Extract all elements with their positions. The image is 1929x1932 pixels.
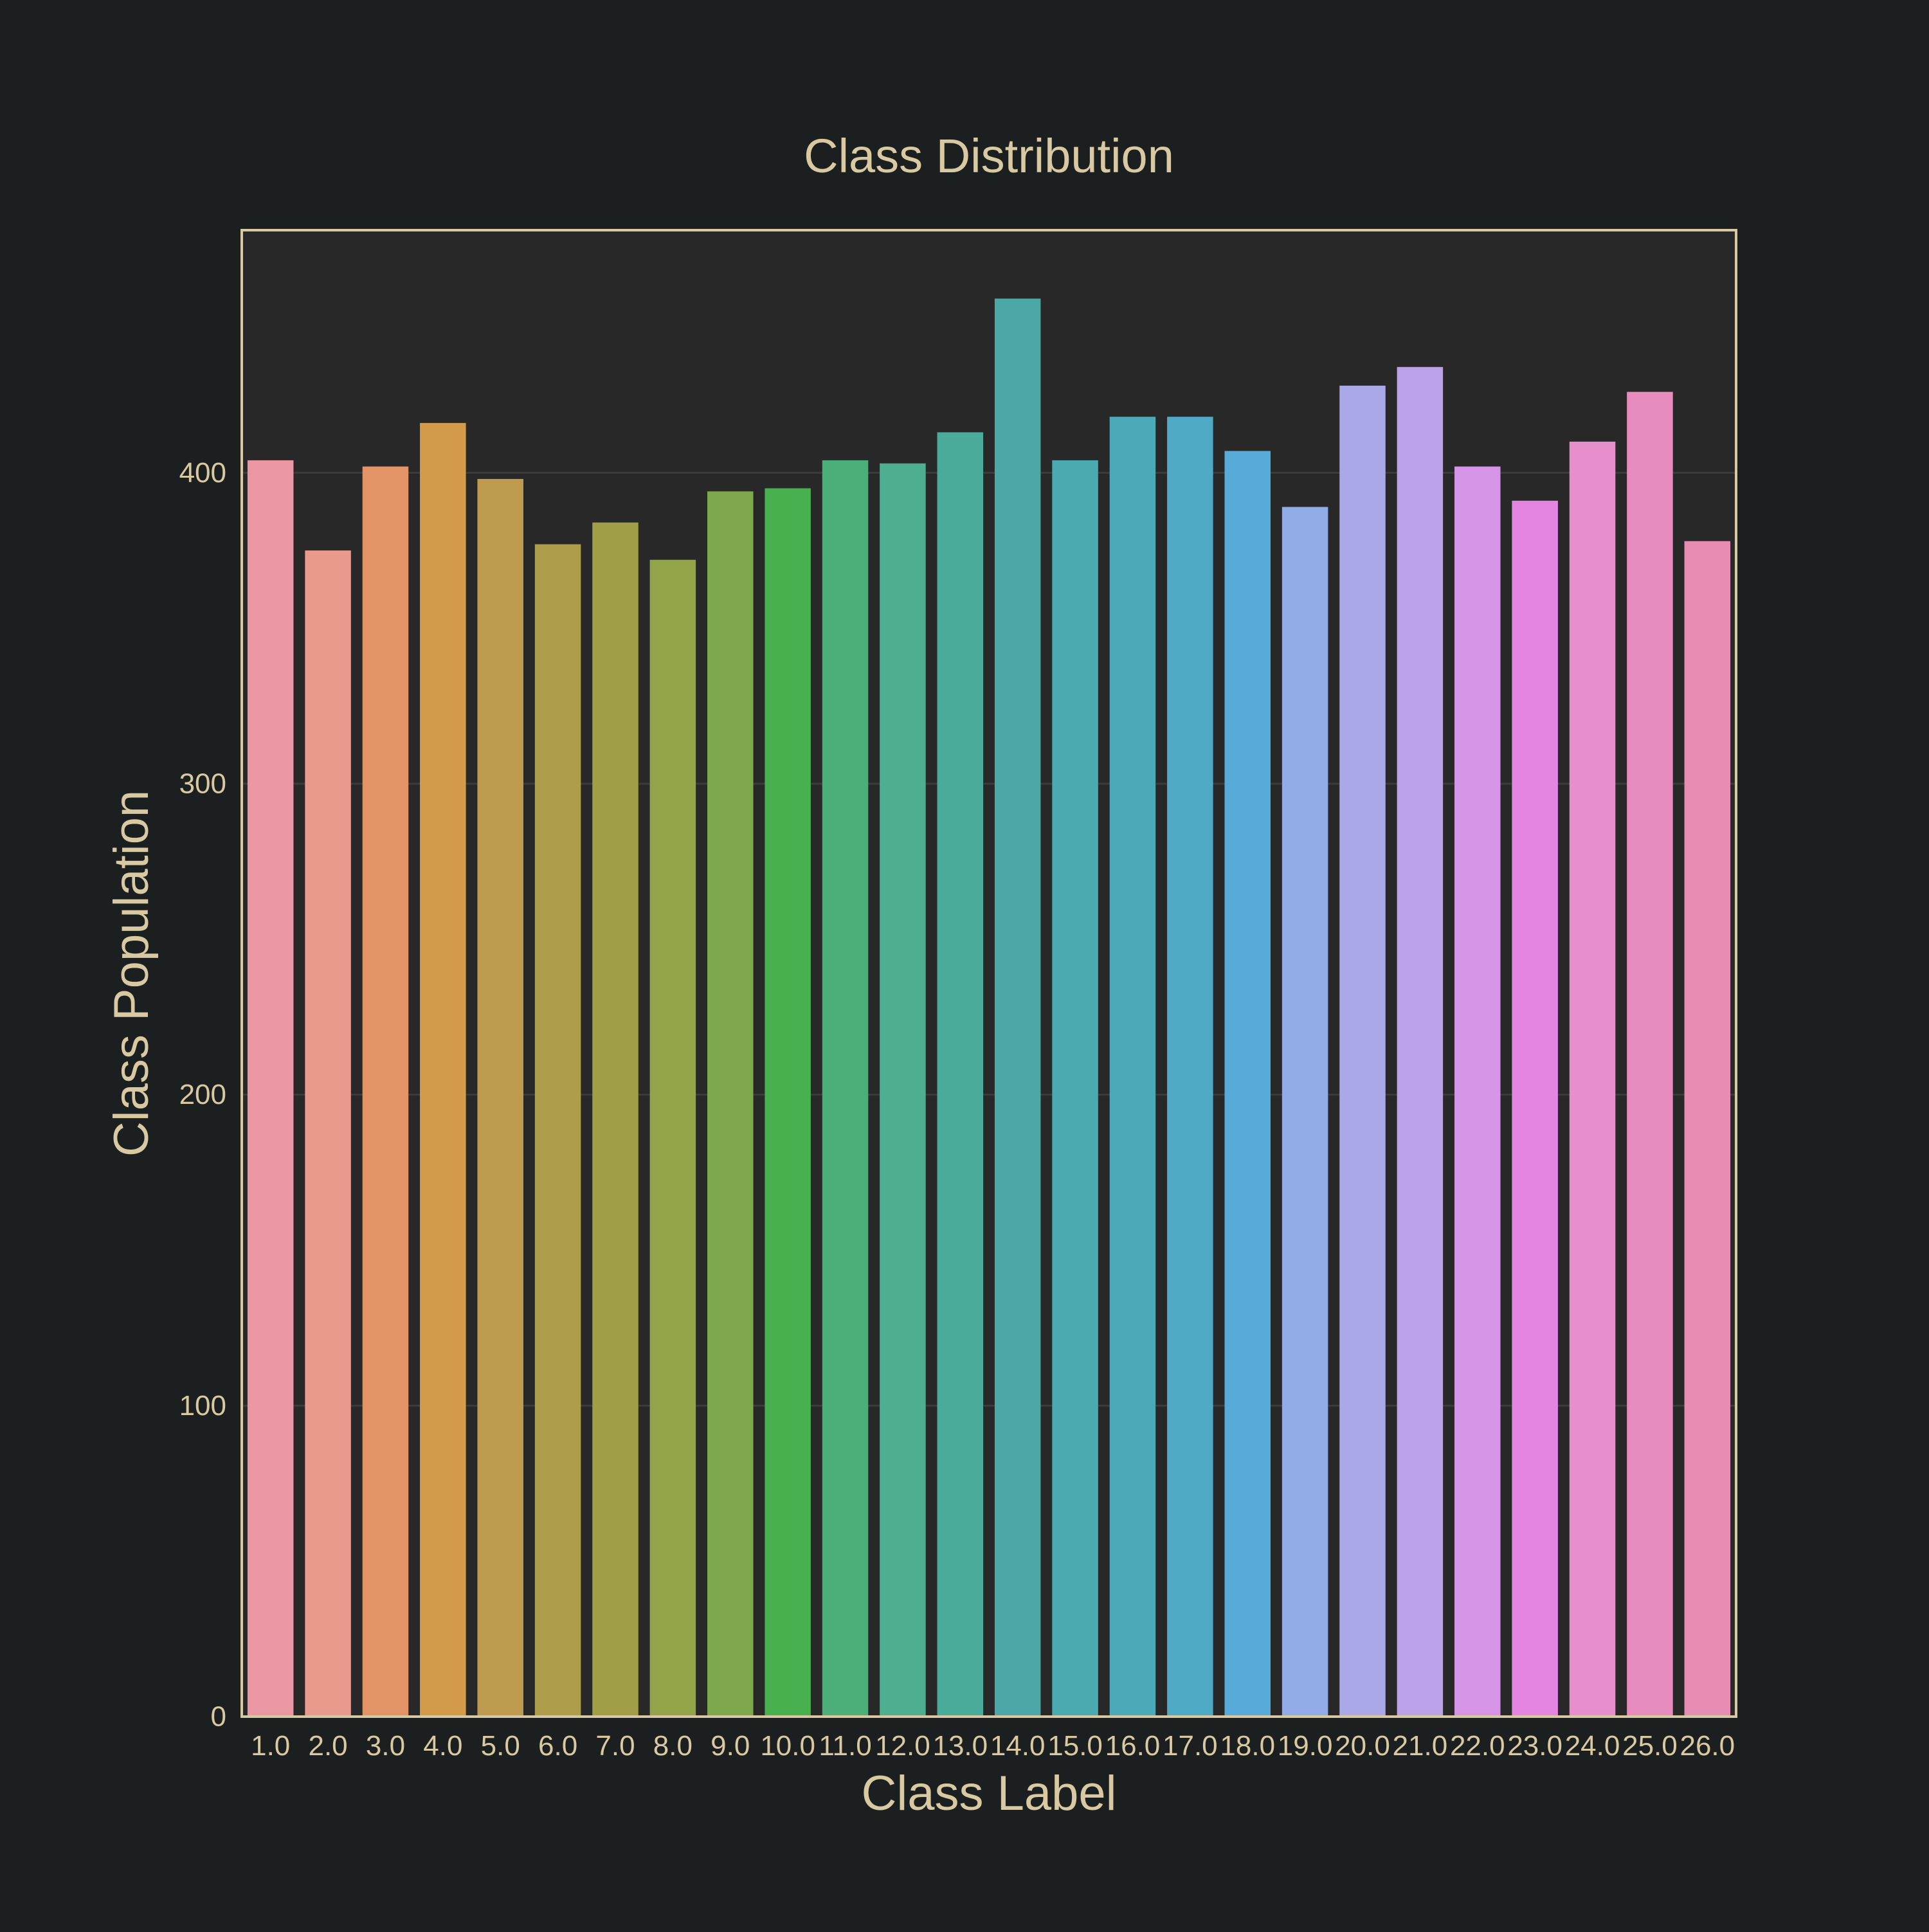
bar	[880, 463, 926, 1717]
bar	[1167, 417, 1213, 1717]
bar	[592, 522, 638, 1717]
x-tick-label: 2.0	[308, 1730, 347, 1762]
y-tick-label: 300	[179, 768, 226, 799]
y-axis-label: Class Population	[104, 790, 159, 1157]
x-tick-label: 16.0	[1105, 1730, 1161, 1762]
bar	[1512, 500, 1558, 1717]
bar	[305, 550, 351, 1717]
x-axis-ticks: 1.0 2.0 3.0 4.0 5.0 6.0 7.0 8.0 9.0 10.0 11.0 12.0 1…	[251, 1730, 1735, 1762]
x-tick-label: 26.0	[1680, 1730, 1735, 1762]
x-tick-label: 11.0	[819, 1730, 871, 1762]
bar	[362, 466, 409, 1717]
bar	[994, 298, 1041, 1717]
x-tick-label: 6.0	[538, 1730, 577, 1762]
x-tick-label: 21.0	[1393, 1730, 1448, 1762]
bar	[1397, 366, 1444, 1717]
x-axis-label: Class Label	[861, 1766, 1116, 1821]
bar	[822, 460, 869, 1717]
x-tick-label: 5.0	[481, 1730, 520, 1762]
bar	[1052, 460, 1098, 1717]
bar	[1224, 451, 1271, 1717]
bar	[1281, 507, 1328, 1717]
x-tick-label: 13.0	[932, 1730, 988, 1762]
x-tick-label: 24.0	[1565, 1730, 1620, 1762]
x-tick-label: 10.0	[760, 1730, 815, 1762]
bar	[707, 491, 754, 1717]
x-tick-label: 17.0	[1163, 1730, 1218, 1762]
bar	[534, 544, 581, 1717]
bar	[649, 559, 696, 1717]
bar	[1684, 541, 1731, 1717]
x-tick-label: 14.0	[990, 1730, 1046, 1762]
x-tick-label: 7.0	[595, 1730, 635, 1762]
x-tick-label: 12.0	[875, 1730, 930, 1762]
x-tick-label: 8.0	[653, 1730, 693, 1762]
bar	[765, 488, 811, 1717]
x-tick-label: 23.0	[1507, 1730, 1562, 1762]
x-tick-label: 19.0	[1278, 1730, 1333, 1762]
bars	[247, 298, 1731, 1717]
bar	[1627, 392, 1673, 1717]
bar	[1339, 385, 1386, 1717]
x-tick-label: 20.0	[1335, 1730, 1390, 1762]
x-tick-label: 25.0	[1622, 1730, 1678, 1762]
bar	[420, 422, 466, 1717]
x-tick-label: 22.0	[1450, 1730, 1505, 1762]
plot-frame	[240, 229, 1737, 1718]
bar	[1569, 441, 1616, 1717]
x-tick-label: 15.0	[1047, 1730, 1103, 1762]
chart-title: Class Distribution	[804, 129, 1174, 183]
bar	[937, 432, 984, 1717]
x-tick-label: 18.0	[1220, 1730, 1275, 1762]
bar	[1109, 417, 1156, 1717]
bar	[247, 460, 294, 1717]
x-tick-label: 3.0	[366, 1730, 405, 1762]
x-tick-label: 9.0	[711, 1730, 750, 1762]
y-axis-ticks: 0 100 200 300 400	[179, 457, 226, 1733]
x-tick-label: 4.0	[423, 1730, 462, 1762]
y-tick-label: 200	[179, 1079, 226, 1110]
y-tick-label: 100	[179, 1390, 226, 1422]
bar	[477, 478, 523, 1717]
y-tick-label: 400	[179, 457, 226, 489]
y-tick-label: 0	[211, 1701, 226, 1733]
x-tick-label: 1.0	[251, 1730, 290, 1762]
bar	[1454, 466, 1501, 1717]
